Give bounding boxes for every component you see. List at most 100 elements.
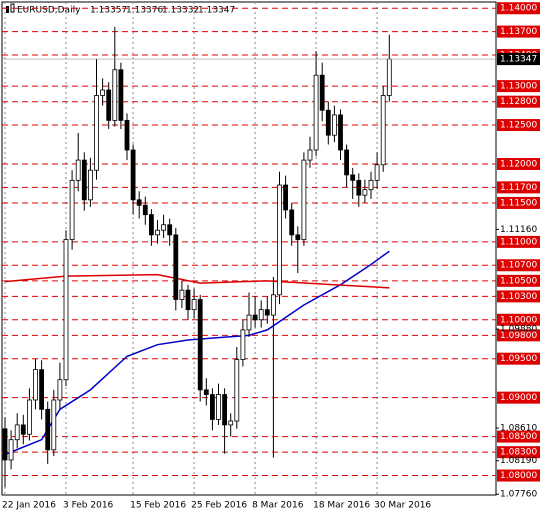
candle-body: [325, 109, 331, 136]
x-tick-label: 15 Feb 2016: [130, 501, 186, 511]
level-label-box: [497, 259, 540, 272]
candle-body: [155, 229, 160, 236]
candle-body: [301, 159, 307, 240]
candle-body: [112, 69, 118, 121]
candle-body: [173, 234, 179, 300]
candle-body: [130, 149, 136, 201]
candle-body: [264, 309, 270, 316]
x-tick-label: 25 Feb 2016: [191, 501, 247, 511]
candle-body: [331, 114, 337, 136]
candle-body: [307, 149, 313, 161]
level-label: 1.14000: [500, 4, 537, 14]
current-price: 1.13347: [500, 55, 537, 65]
candle-body: [319, 74, 325, 111]
candle-body: [167, 224, 173, 236]
level-label-box: [497, 181, 540, 194]
level-label: 1.10700: [500, 261, 537, 271]
x-tick-label: 30 Mar 2016: [374, 501, 431, 511]
title-value: 1.13376: [126, 6, 163, 16]
level-label: 1.12500: [500, 121, 537, 131]
candle-body: [270, 294, 276, 316]
candle-body: [26, 399, 32, 435]
candle-body: [81, 159, 87, 201]
candle-body: [100, 89, 105, 96]
y-tick-label: 1.07760: [500, 490, 537, 500]
level-label: 1.10500: [500, 276, 537, 286]
candle-body: [118, 69, 124, 121]
candle-body: [344, 149, 350, 176]
candle-body: [88, 169, 93, 201]
candle-body: [33, 369, 38, 401]
level-label: 1.13000: [500, 82, 537, 92]
level-label-box: [497, 469, 540, 482]
candle-body: [197, 299, 203, 391]
x-tick-label: 22 Jan 2016: [2, 501, 56, 511]
candle-body: [258, 309, 264, 321]
level-label: 1.09500: [500, 354, 537, 364]
candle-body: [63, 239, 69, 381]
price-box: [497, 53, 540, 66]
level-label-box: [497, 235, 540, 248]
candle-body: [179, 289, 185, 300]
candle-body: [106, 89, 112, 121]
level-label: 1.08500: [500, 432, 537, 442]
x-tick-label: 18 Mar 2016: [313, 501, 370, 511]
level-label-box: [497, 80, 540, 93]
candle-body: [313, 74, 319, 151]
candle-body: [289, 209, 295, 236]
level-label-box: [497, 119, 540, 132]
candle-body: [252, 314, 258, 321]
candle-body: [295, 234, 301, 240]
x-tick-label: 3 Feb 2016: [63, 501, 114, 511]
level-label: 1.09800: [500, 331, 537, 341]
y-tick-label: 1.08190: [500, 456, 537, 466]
candle-body: [39, 369, 44, 410]
x-tick-label: 8 Mar 2016: [252, 501, 304, 511]
candle-body: [350, 174, 356, 181]
y-tick-label: 1.09880: [500, 325, 537, 335]
candle-body: [75, 159, 81, 181]
level-label: 1.12000: [500, 159, 537, 169]
plot-frame: [1, 1, 497, 496]
candle-body: [203, 389, 209, 395]
candle-body: [380, 95, 386, 166]
candle-body: [142, 204, 148, 216]
candle-body: [57, 379, 63, 401]
candle-body: [216, 394, 221, 420]
candle-body: [246, 314, 252, 331]
level-label-box: [497, 430, 540, 443]
level-label-box: [497, 290, 540, 303]
level-label: 1.12800: [500, 97, 537, 107]
level-label: 1.09000: [500, 393, 537, 403]
candle-body: [148, 214, 154, 236]
title-value: 1.13357: [90, 6, 127, 16]
title-value: 1.13347: [198, 6, 235, 16]
candle-body: [356, 179, 362, 196]
moving-average: [4, 250, 390, 456]
candle-body: [124, 119, 130, 151]
candle-body: [191, 299, 197, 311]
candle-body: [161, 224, 167, 231]
level-label-box: [497, 391, 540, 404]
candle-body: [277, 184, 282, 296]
candle-body: [185, 289, 191, 311]
candle-body: [234, 359, 240, 422]
level-label: 1.08000: [500, 471, 537, 481]
candle-body: [45, 408, 51, 451]
candle-body: [2, 428, 8, 461]
candle-body: [228, 420, 234, 426]
level-label-box: [497, 25, 540, 38]
level-label: 1.11700: [500, 183, 537, 193]
candle-body: [69, 179, 75, 240]
candle-body: [368, 179, 374, 191]
level-label: 1.10000: [500, 315, 537, 325]
level-label-box: [497, 196, 540, 209]
candle-body: [222, 394, 228, 426]
y-tick-label: 1.08610: [500, 424, 537, 434]
chart-title: EURUSD,Daily: [17, 6, 81, 16]
level-label-box: [497, 329, 540, 342]
level-label: 1.10300: [500, 292, 537, 302]
level-label-box: [497, 446, 540, 459]
candle-body: [94, 95, 99, 171]
